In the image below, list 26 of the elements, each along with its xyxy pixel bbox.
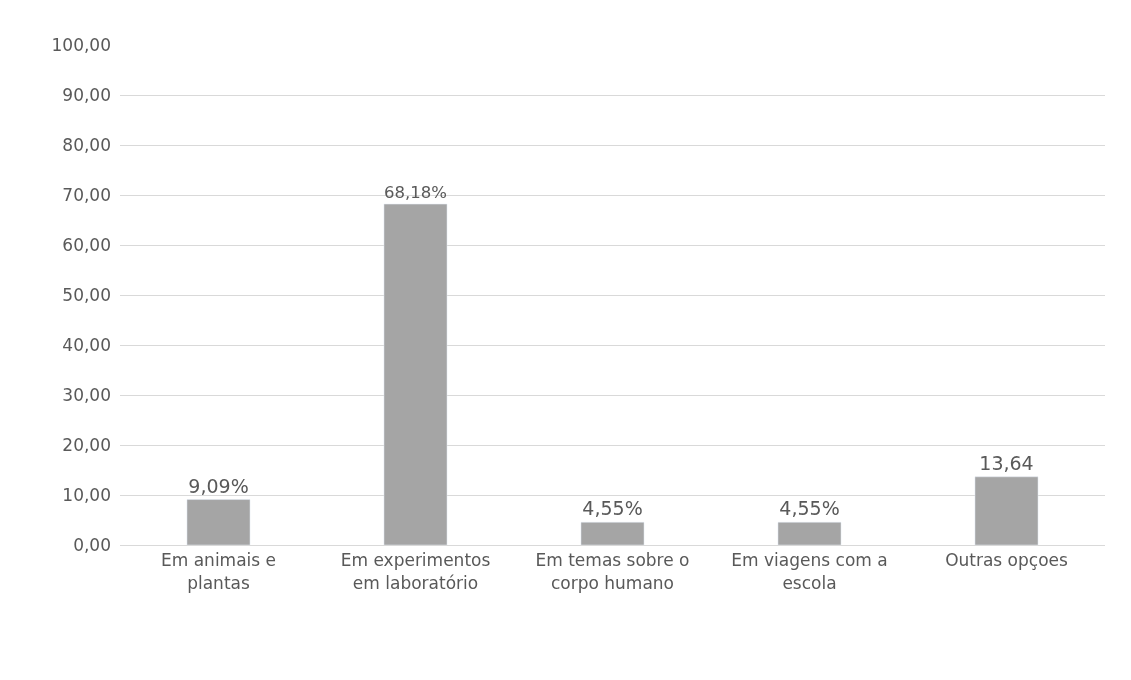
bar	[580, 522, 645, 545]
y-tick-label: 50,00	[62, 284, 111, 305]
data-label: 4,55%	[779, 497, 840, 520]
x-tick-label: Outras opçoes	[945, 550, 1069, 571]
y-tick-label: 0,00	[73, 534, 111, 555]
bar	[186, 499, 251, 545]
y-tick-label: 10,00	[62, 484, 111, 505]
x-tick-label: Em experimentos em laboratório	[340, 550, 491, 593]
y-tick-label: 80,00	[62, 134, 111, 155]
data-label: 4,55%	[582, 497, 643, 520]
y-tick-label: 30,00	[62, 384, 111, 405]
x-tick-label: Em animais e plantas	[160, 550, 277, 593]
data-label: 9,09%	[188, 474, 249, 497]
x-tick-label: Em viagens com a escola	[731, 550, 888, 593]
y-tick-label: 60,00	[62, 234, 111, 255]
bar	[777, 522, 842, 545]
data-label: 13,64	[979, 451, 1034, 474]
x-tick-label: Em temas sobre o corpo humano	[535, 550, 690, 593]
y-tick-label: 100,00	[51, 34, 111, 55]
y-tick-label: 70,00	[62, 184, 111, 205]
y-tick-label: 90,00	[62, 84, 111, 105]
bar	[383, 203, 448, 545]
data-label: 68,18%	[384, 182, 447, 202]
y-tick-label: 40,00	[62, 334, 111, 355]
bar	[974, 476, 1039, 545]
y-tick-label: 20,00	[62, 434, 111, 455]
